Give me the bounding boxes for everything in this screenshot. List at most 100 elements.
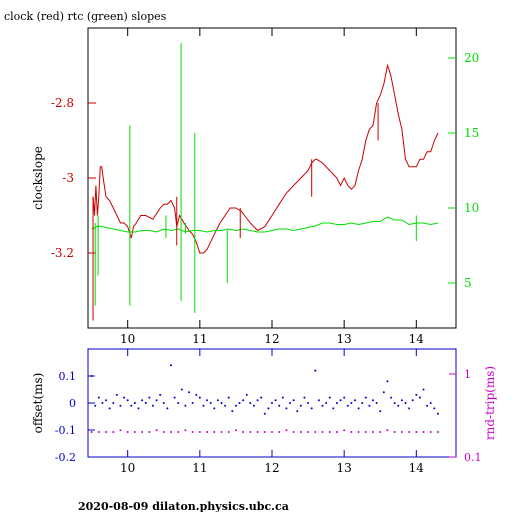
point-offset [317, 399, 320, 402]
point-rnd-trip [400, 431, 403, 434]
point-rnd-trip [408, 431, 411, 434]
point-offset [271, 402, 273, 404]
point-offset [126, 399, 129, 402]
point-offset [155, 399, 158, 402]
point-offset [332, 407, 335, 410]
point-offset [350, 402, 353, 404]
point-offset [97, 396, 100, 399]
point-rnd-trip [357, 431, 360, 434]
point-offset [202, 404, 205, 407]
bottom-y2-tick-label: 1 [464, 368, 471, 381]
point-offset [213, 407, 216, 410]
point-offset [267, 407, 270, 410]
top-x-tick-label: 10 [120, 332, 135, 346]
bottom-y2-tick-label: 0.1 [464, 451, 482, 464]
bottom-y2-axis-label: rnd-trip(ms) [483, 366, 497, 440]
bottom-x-tick-label: 13 [337, 461, 352, 475]
point-offset [328, 396, 331, 399]
bottom-y-tick-label: -0.2 [55, 451, 76, 464]
point-rnd-trip [314, 431, 317, 434]
point-offset [310, 407, 313, 410]
top-y2-axis: 5 10 15 20 [448, 51, 479, 290]
point-offset [422, 388, 425, 391]
point-rnd-trip [436, 431, 439, 434]
point-rnd-trip [155, 429, 158, 432]
point-offset [400, 399, 403, 402]
top-y-tick-label: -2.8 [51, 96, 74, 110]
point-offset [386, 380, 389, 383]
point-rnd-trip [119, 429, 122, 432]
point-offset [303, 396, 306, 399]
point-rnd-trip [148, 431, 151, 434]
point-offset [281, 396, 284, 399]
point-offset [436, 412, 439, 415]
top-y2-tick-label: 15 [464, 126, 479, 140]
point-offset [364, 396, 367, 399]
bottom-y-axis-label: offset(ms) [31, 373, 45, 434]
point-rnd-trip [141, 431, 144, 434]
point-offset [307, 402, 310, 404]
point-rnd-trip [285, 429, 288, 432]
top-y-tick-label: -3 [62, 171, 74, 185]
point-offset [101, 402, 104, 404]
point-rnd-trip [198, 431, 201, 434]
bottom-y-axis: -0.2 -0.1 0 0.1 [55, 370, 95, 464]
point-offset [133, 402, 136, 404]
point-rnd-trip [372, 431, 375, 434]
top-x-tick-label: 11 [192, 332, 207, 346]
point-offset [375, 402, 378, 404]
point-offset [415, 393, 418, 396]
top-x-tick-label: 12 [264, 332, 279, 346]
point-rnd-trip [242, 431, 245, 434]
bottom-series-group [90, 364, 439, 434]
point-offset [408, 407, 411, 410]
bottom-x-tick-label: 12 [264, 461, 279, 475]
point-rnd-trip [177, 431, 180, 434]
point-offset [216, 399, 219, 402]
point-offset [112, 402, 115, 404]
point-rnd-trip [220, 431, 223, 434]
point-offset [346, 404, 349, 407]
point-offset [173, 396, 176, 399]
point-rnd-trip [234, 429, 237, 432]
point-offset [249, 402, 252, 404]
point-offset [105, 399, 108, 402]
top-x-tick-label: 14 [409, 332, 425, 346]
point-offset [198, 396, 201, 399]
point-offset [429, 402, 432, 404]
bottom-y-tick-label: 0.1 [59, 370, 77, 383]
point-offset [382, 391, 385, 394]
point-offset [209, 402, 212, 404]
top-y-axis-label: clockslope [31, 146, 45, 210]
top-y-tick-label: -3.2 [51, 246, 74, 260]
point-offset [130, 404, 133, 407]
point-rnd-trip [422, 431, 425, 434]
top-y2-tick-label: 10 [464, 201, 479, 215]
point-offset [397, 404, 400, 407]
point-offset [191, 402, 194, 404]
point-rnd-trip [364, 431, 367, 434]
point-offset [418, 396, 421, 399]
bottom-x-axis: 10 11 12 13 14 [120, 349, 424, 475]
point-rnd-trip [162, 431, 165, 434]
point-offset [433, 407, 436, 410]
point-offset [188, 391, 191, 394]
point-rnd-trip [307, 431, 310, 434]
point-rnd-trip [292, 431, 295, 434]
point-rnd-trip [429, 431, 432, 434]
point-rnd-trip [90, 431, 93, 434]
point-offset [278, 404, 281, 407]
top-x-tick-label: 13 [337, 332, 352, 346]
series-line-clock [92, 63, 439, 254]
point-rnd-trip [206, 431, 209, 434]
point-offset [289, 402, 292, 404]
series-line-rtc [91, 216, 439, 233]
point-rnd-trip [249, 431, 252, 434]
point-offset [321, 404, 324, 407]
point-offset [292, 399, 295, 402]
point-rnd-trip [263, 431, 266, 434]
point-offset [137, 407, 140, 410]
point-offset [206, 399, 209, 402]
point-rnd-trip [112, 431, 115, 434]
point-offset [299, 404, 302, 407]
